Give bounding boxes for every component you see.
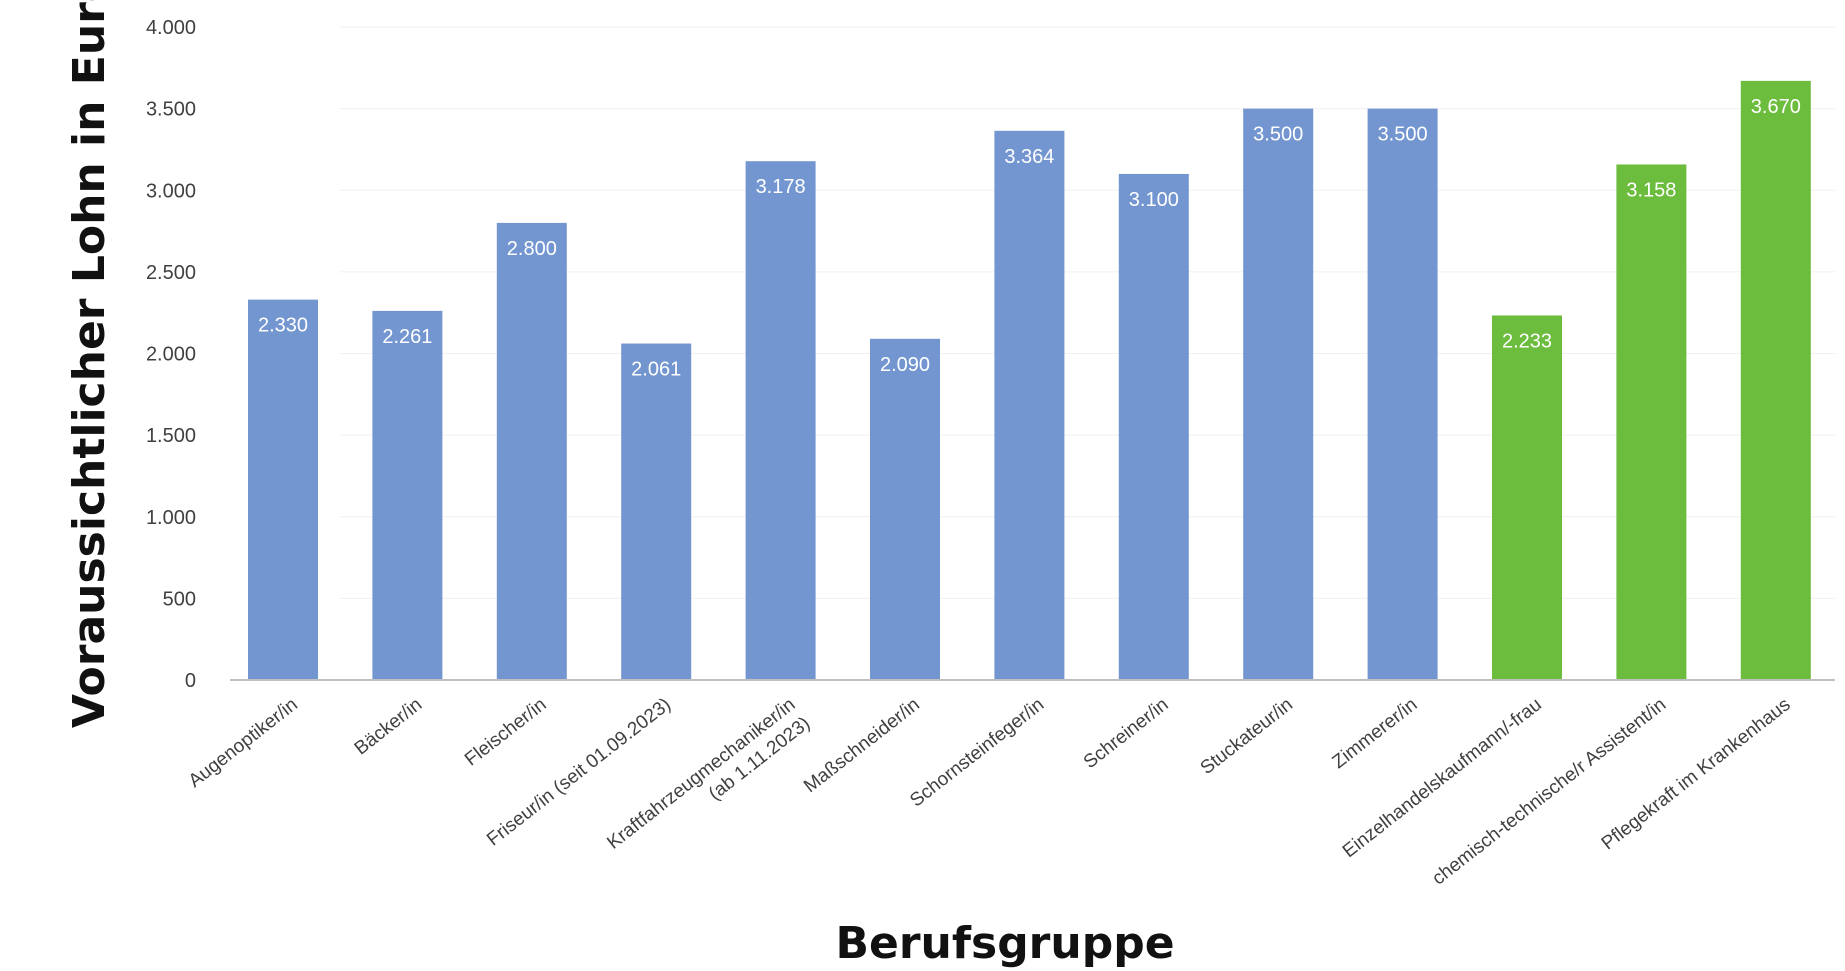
gridlines <box>340 26 1835 599</box>
x-tick-label-line: Zimmerer/in <box>1329 694 1422 773</box>
x-tick-label-line: Schornsteinfeger/in <box>906 694 1048 811</box>
y-tick-label: 2.500 <box>146 262 196 284</box>
x-tick-label: Augenoptiker/in <box>185 694 302 792</box>
data-label: 2.090 <box>880 354 930 376</box>
bars <box>248 80 1811 681</box>
bar <box>496 222 567 680</box>
bar <box>1243 108 1314 680</box>
x-tick-label: Einzelhandelskaufmann/-frau <box>1339 694 1546 862</box>
y-tick-label: 500 <box>163 588 196 610</box>
x-tick-label: Bäcker/in <box>351 694 426 759</box>
bar <box>1367 108 1438 680</box>
x-tick-label: Schreiner/in <box>1080 694 1173 773</box>
x-tick-label: Schornsteinfeger/in <box>906 694 1048 811</box>
data-labels: 2.330 2.261 2.800 2.061 3.178 2.090 3.364 3.100… <box>258 96 1801 381</box>
bar <box>1118 173 1189 681</box>
x-axis-title: Berufsgruppe <box>835 918 1174 969</box>
y-tick-label: 1.500 <box>146 425 196 447</box>
bar <box>870 338 940 680</box>
data-label: 3.364 <box>1004 146 1054 168</box>
y-tick-label: 2.000 <box>146 344 196 366</box>
x-tick-label: Maßschneider/in <box>800 694 924 797</box>
x-tick-label: Zimmerer/in <box>1329 694 1422 773</box>
x-tick-label-line: Stuckateur/in <box>1197 694 1297 779</box>
bar <box>621 343 692 680</box>
y-tick-label: 3.000 <box>146 180 196 202</box>
y-tick-label: 4.000 <box>146 17 196 39</box>
y-tick-label: 3.500 <box>146 99 196 121</box>
bar <box>372 310 443 680</box>
data-label: 3.670 <box>1751 96 1801 118</box>
data-label: 3.500 <box>1378 124 1428 146</box>
y-axis-ticks: 0 500 1.000 1.500 2.000 2.500 3.000 3.500 4.000 <box>146 17 196 692</box>
bar <box>1492 315 1562 680</box>
data-label: 3.158 <box>1626 179 1676 201</box>
data-label: 3.178 <box>756 176 806 198</box>
data-label: 2.800 <box>507 238 557 260</box>
bar <box>1616 164 1687 681</box>
x-tick-label-line: Augenoptiker/in <box>185 694 302 792</box>
x-tick-label-line: Fleischer/in <box>461 694 550 770</box>
y-tick-label: 1.000 <box>146 507 196 529</box>
data-label: 2.061 <box>631 359 681 381</box>
x-tick-label-line: chemisch-technische/r Assistent/in <box>1428 694 1670 889</box>
x-tick-label: Stuckateur/in <box>1197 694 1297 779</box>
data-label: 3.500 <box>1253 124 1303 146</box>
x-tick-label-line: Maßschneider/in <box>800 694 924 797</box>
x-tick-label-line: Bäcker/in <box>351 694 426 759</box>
x-tick-label: chemisch-technische/r Assistent/in <box>1428 694 1670 889</box>
x-tick-label: Fleischer/in <box>461 694 550 770</box>
data-label: 2.233 <box>1502 330 1552 352</box>
y-tick-label: 0 <box>185 670 196 692</box>
x-tick-label-line: Einzelhandelskaufmann/-frau <box>1339 694 1546 862</box>
y-axis-title: Voraussichtlicher Lohn in Euro <box>64 0 115 728</box>
bar <box>745 161 816 680</box>
x-axis-category-labels: Augenoptiker/in Bäcker/in Fleischer/inFris… <box>185 694 1795 889</box>
bar <box>248 299 318 680</box>
data-label: 3.100 <box>1129 189 1179 211</box>
x-tick-label-line: Schreiner/in <box>1080 694 1173 773</box>
data-label: 2.261 <box>382 326 432 348</box>
data-label: 2.330 <box>258 315 308 337</box>
bar <box>994 130 1065 680</box>
bar <box>1740 80 1811 680</box>
